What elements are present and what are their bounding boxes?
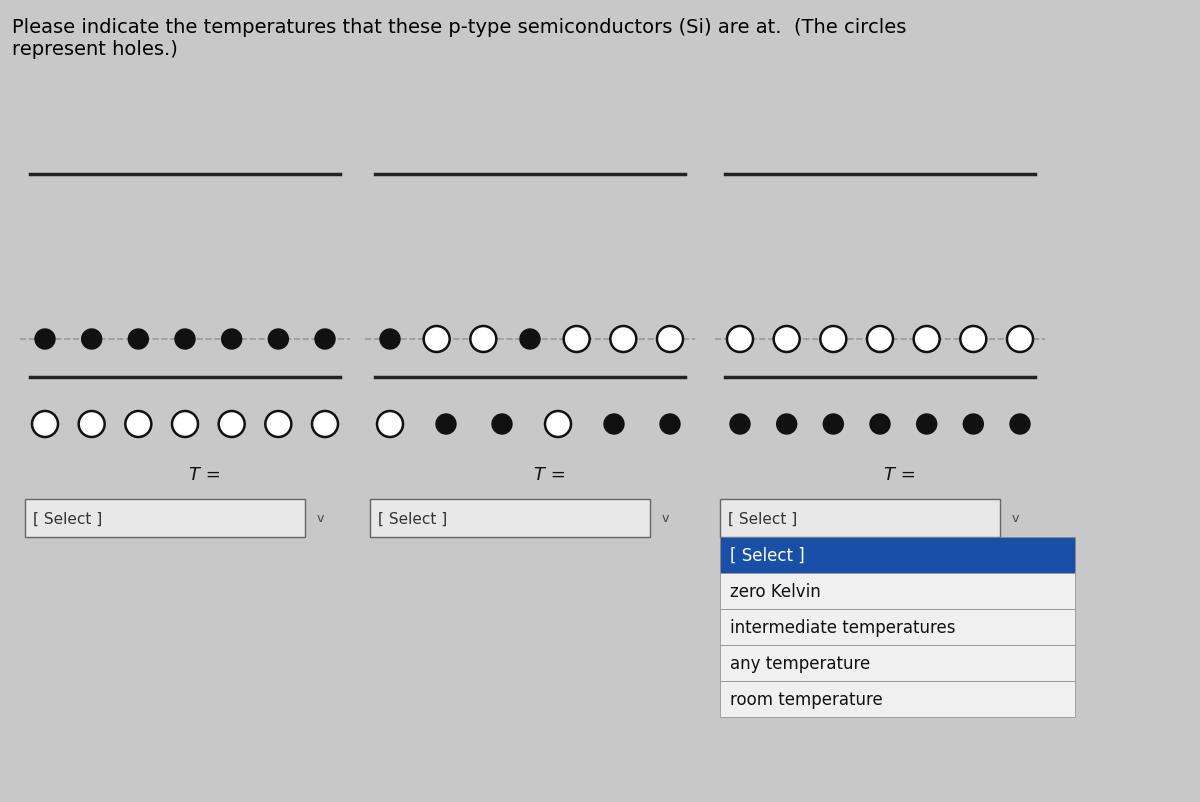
Circle shape — [82, 330, 102, 350]
Circle shape — [314, 330, 335, 350]
Circle shape — [172, 411, 198, 437]
Text: v: v — [662, 512, 670, 525]
Circle shape — [1010, 415, 1030, 435]
Text: T =: T = — [884, 465, 916, 484]
Circle shape — [79, 411, 104, 437]
Text: [ Select ]: [ Select ] — [34, 511, 102, 526]
Text: T =: T = — [190, 465, 221, 484]
Circle shape — [35, 330, 55, 350]
Circle shape — [611, 326, 636, 353]
Text: [ Select ]: [ Select ] — [728, 511, 797, 526]
Circle shape — [660, 415, 680, 435]
Circle shape — [823, 415, 844, 435]
Circle shape — [424, 326, 450, 353]
FancyBboxPatch shape — [720, 681, 1075, 717]
Circle shape — [265, 411, 292, 437]
Circle shape — [658, 326, 683, 353]
FancyBboxPatch shape — [720, 500, 1000, 537]
Circle shape — [436, 415, 456, 435]
Circle shape — [964, 415, 983, 435]
Text: any temperature: any temperature — [730, 654, 870, 672]
FancyBboxPatch shape — [720, 537, 1075, 573]
Circle shape — [218, 411, 245, 437]
Circle shape — [776, 415, 797, 435]
Text: T =: T = — [534, 465, 566, 484]
Circle shape — [1007, 326, 1033, 353]
Circle shape — [730, 415, 750, 435]
Text: [ Select ]: [ Select ] — [730, 546, 805, 565]
Text: Please indicate the temperatures that these p-type semiconductors (Si) are at.  : Please indicate the temperatures that th… — [12, 18, 906, 59]
FancyBboxPatch shape — [720, 645, 1075, 681]
Text: intermediate temperatures: intermediate temperatures — [730, 618, 955, 636]
Circle shape — [175, 330, 194, 350]
FancyBboxPatch shape — [720, 610, 1075, 645]
Circle shape — [727, 326, 754, 353]
Circle shape — [917, 415, 937, 435]
Circle shape — [960, 326, 986, 353]
Circle shape — [312, 411, 338, 437]
Circle shape — [866, 326, 893, 353]
Circle shape — [545, 411, 571, 437]
Circle shape — [128, 330, 149, 350]
Circle shape — [222, 330, 241, 350]
Text: room temperature: room temperature — [730, 691, 883, 708]
Circle shape — [821, 326, 846, 353]
Circle shape — [520, 330, 540, 350]
Circle shape — [870, 415, 890, 435]
FancyBboxPatch shape — [370, 500, 650, 537]
Circle shape — [774, 326, 799, 353]
FancyBboxPatch shape — [25, 500, 305, 537]
Circle shape — [377, 411, 403, 437]
Text: zero Kelvin: zero Kelvin — [730, 582, 821, 600]
Circle shape — [380, 330, 400, 350]
Circle shape — [125, 411, 151, 437]
Circle shape — [564, 326, 589, 353]
Circle shape — [269, 330, 288, 350]
Circle shape — [470, 326, 497, 353]
FancyBboxPatch shape — [720, 573, 1075, 610]
Text: [ Select ]: [ Select ] — [378, 511, 448, 526]
Text: v: v — [1012, 512, 1019, 525]
Circle shape — [492, 415, 512, 435]
Circle shape — [604, 415, 624, 435]
Circle shape — [913, 326, 940, 353]
Text: v: v — [317, 512, 324, 525]
Circle shape — [32, 411, 58, 437]
